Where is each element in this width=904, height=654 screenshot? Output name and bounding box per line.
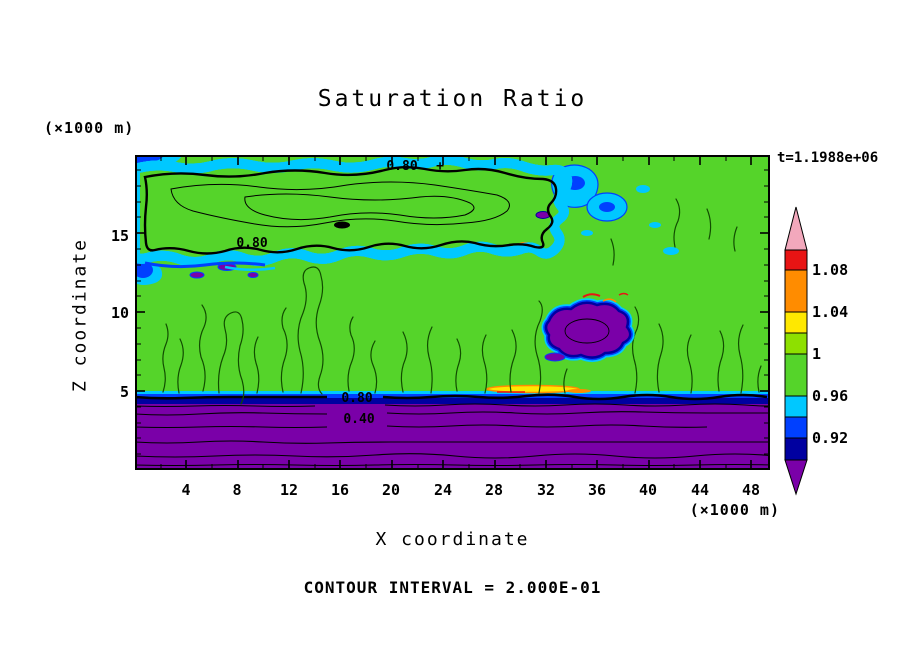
colorbar-segment-green — [784, 353, 808, 397]
colorbar-arrow-top — [784, 206, 808, 251]
plume-contour-lines — [162, 198, 762, 405]
colorbar-label-096: 0.96 — [812, 387, 849, 405]
contour-label-lower-040: 0.40 — [343, 412, 374, 427]
colorbar-segment-red — [784, 249, 808, 271]
x-tick-label-4: 4 — [181, 481, 191, 499]
contour-minimum-dot — [334, 221, 350, 229]
colorbar-segment-blue — [784, 416, 808, 439]
colorbar-segment-cyan — [784, 395, 808, 418]
x-tick-label-36: 36 — [587, 481, 607, 499]
x-tick-label-20: 20 — [381, 481, 401, 499]
plot-area: 0.80 + 0.80 0.80 0.40 — [130, 155, 776, 470]
x-tick-label-8: 8 — [232, 481, 242, 499]
contour-label-top-marker: + — [436, 159, 444, 174]
x-axis-title: X coordinate — [375, 529, 530, 550]
colorbar-label-100: 1 — [812, 345, 822, 363]
contour-label-lower-080: 0.80 — [341, 391, 372, 406]
x-tick-label-44: 44 — [690, 481, 710, 499]
contour-interval-note: CONTOUR INTERVAL = 2.000E-01 — [303, 578, 602, 597]
x-tick-label-32: 32 — [536, 481, 556, 499]
x-tick-label-16: 16 — [330, 481, 350, 499]
contour-label-upper-blob: 0.80 — [236, 236, 267, 251]
colorbar-segment-yellow-green — [784, 332, 808, 355]
x-tick-label-40: 40 — [638, 481, 658, 499]
chart-title: Saturation Ratio — [317, 86, 588, 112]
colorbar-segment-navy — [784, 437, 808, 461]
upper-left-subsaturated-lobe — [130, 160, 567, 271]
x-tick-label-12: 12 — [279, 481, 299, 499]
x-tick-label-24: 24 — [433, 481, 453, 499]
lower-contour-lines — [134, 393, 776, 466]
colorbar-segment-yellow — [784, 311, 808, 334]
y-tick-label-5: 5 — [119, 383, 129, 401]
colorbar-segment-orange — [784, 269, 808, 313]
colorbar-label-092: 0.92 — [812, 429, 849, 447]
y-axis-title: Z coordinate — [69, 237, 91, 393]
y-tick-label-15: 15 — [110, 227, 129, 245]
upper-contour-lines — [143, 166, 558, 255]
saturation-field: 0.80 + 0.80 0.80 0.40 — [130, 155, 776, 470]
colorbar — [784, 206, 808, 496]
x-axis-unit: (×1000 m) — [689, 501, 780, 519]
x-tick-label-48: 48 — [741, 481, 761, 499]
subcloud-band — [135, 391, 770, 470]
colorbar-label-104: 1.04 — [812, 303, 849, 321]
contour-label-top: 0.80 — [386, 159, 417, 174]
x-tick-label-28: 28 — [484, 481, 504, 499]
time-label: t=1.1988e+06 — [777, 150, 879, 166]
colorbar-arrow-bottom — [784, 459, 808, 496]
plot-frame-border — [135, 155, 770, 470]
y-axis-unit: (×1000 m) — [44, 119, 135, 137]
y-tick-label-10: 10 — [110, 304, 129, 322]
subsaturated-patch-right — [541, 298, 635, 363]
colorbar-label-108: 1.08 — [812, 261, 849, 279]
